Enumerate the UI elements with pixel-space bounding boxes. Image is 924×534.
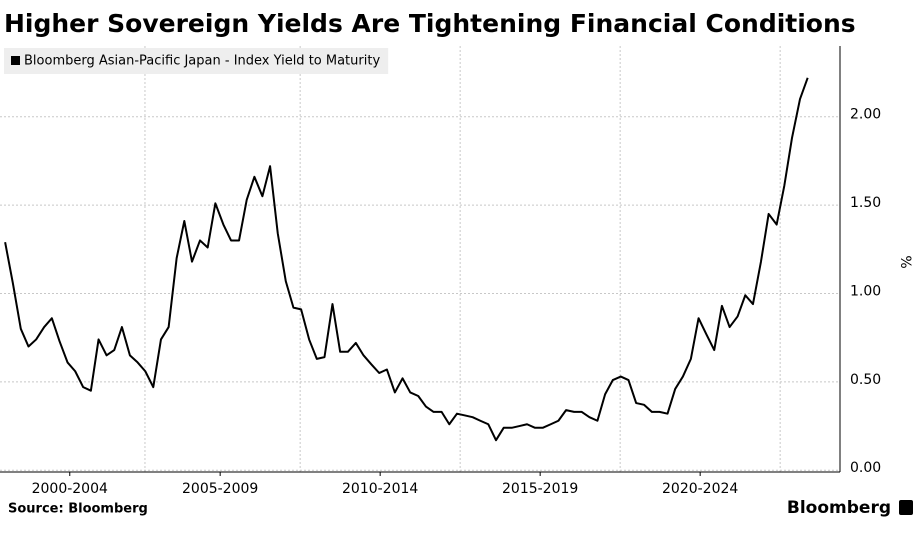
y-tick-label: 1.50 — [850, 195, 881, 211]
legend-swatch — [11, 56, 20, 65]
x-tick-label: 2020-2024 — [662, 481, 738, 497]
x-tick-label: 2005-2009 — [182, 481, 258, 497]
brand: Bloomberg — [787, 498, 891, 518]
y-tick-label: 2.00 — [850, 107, 881, 123]
y-axis-label: % — [897, 255, 913, 268]
x-tick-label: 2015-2019 — [502, 481, 578, 497]
legend: Bloomberg Asian-Pacific Japan - Index Yi… — [4, 48, 389, 74]
y-tick-label: 0.50 — [850, 372, 881, 388]
x-tick-label: 2000-2004 — [32, 481, 108, 497]
y-tick-label: 1.00 — [850, 283, 881, 299]
y-tick-label: 0.00 — [850, 460, 881, 476]
source: Source: Bloomberg — [8, 502, 148, 517]
x-tick-label: 2010-2014 — [342, 481, 418, 497]
line — [4, 77, 809, 442]
legend-label: Bloomberg Asian-Pacific Japan - Index Yi… — [24, 54, 380, 69]
legend-box — [4, 48, 389, 74]
brand-icon — [899, 500, 913, 515]
chart-title: Higher Sovereign Yields Are Tightening F… — [4, 9, 856, 38]
